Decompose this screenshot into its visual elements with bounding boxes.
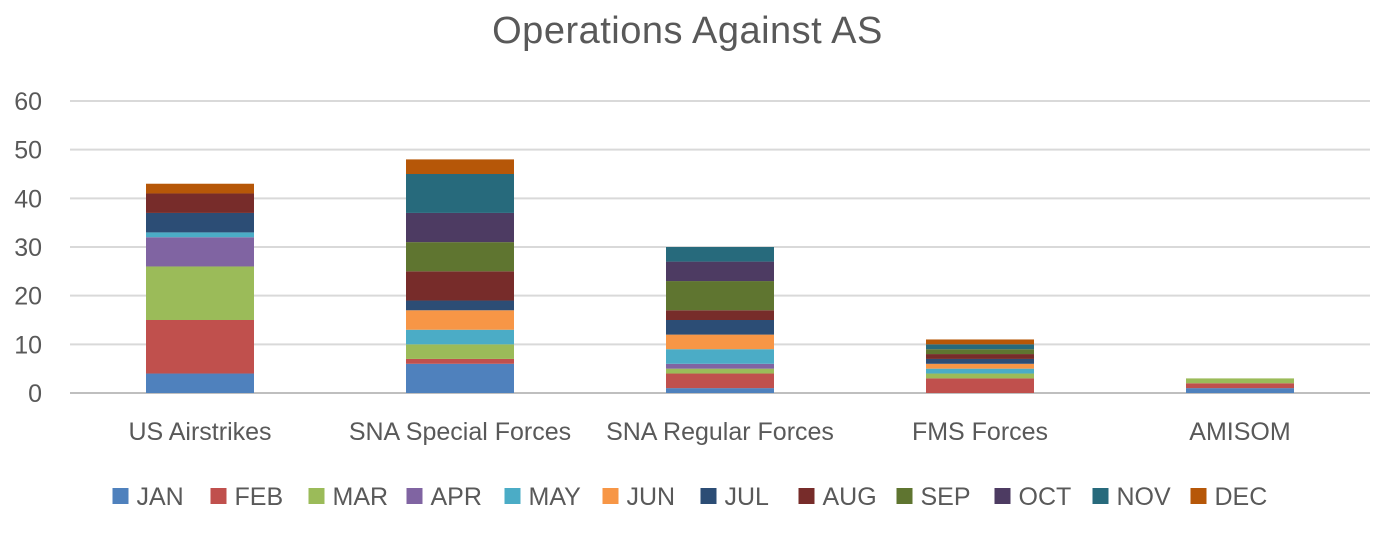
bar-segment — [666, 373, 774, 389]
legend-swatch — [1092, 488, 1109, 504]
bar-segment — [406, 242, 514, 272]
bar-segment — [926, 358, 1034, 364]
legend-label: APR — [431, 483, 482, 511]
bar-segment — [666, 247, 774, 262]
legend-swatch — [896, 488, 913, 504]
legend-label: MAY — [529, 483, 582, 511]
x-tick-label: SNA Special Forces — [349, 418, 571, 446]
legend-swatch — [406, 488, 423, 504]
bar-segment — [666, 320, 774, 335]
bar-segment — [1186, 378, 1294, 384]
legend-label: MAR — [333, 483, 389, 511]
bars — [146, 159, 1294, 393]
bar-segment — [666, 388, 774, 393]
bar-segment — [666, 334, 774, 350]
bar-segment — [406, 344, 514, 359]
bar-segment — [406, 358, 514, 364]
bar-segment — [926, 349, 1034, 355]
legend-label: DEC — [1215, 483, 1268, 511]
bar-segment — [666, 363, 774, 369]
legend-swatch — [1190, 488, 1207, 504]
bar-segment — [926, 354, 1034, 359]
bar-segment — [926, 344, 1034, 350]
bar-segment — [1186, 383, 1294, 389]
bar-segment — [926, 378, 1034, 393]
bar-segment — [926, 339, 1034, 345]
legend-swatch — [308, 488, 325, 504]
bar-segment — [406, 174, 514, 213]
x-tick-label: SNA Regular Forces — [606, 418, 834, 446]
bar-segment — [146, 193, 254, 213]
y-tick-label: 50 — [14, 137, 42, 165]
bar-segment — [666, 281, 774, 311]
x-tick-label: US Airstrikes — [128, 418, 271, 446]
legend-label: FEB — [235, 483, 284, 511]
bar-segment — [926, 373, 1034, 379]
legend-swatch — [700, 488, 717, 504]
legend-label: JUN — [627, 483, 676, 511]
bar-segment — [666, 261, 774, 282]
y-tick-label: 0 — [28, 380, 42, 408]
legend-swatch — [504, 488, 521, 504]
bar-segment — [146, 212, 254, 233]
bar-segment — [146, 266, 254, 320]
y-tick-label: 30 — [14, 234, 42, 262]
bar-segment — [146, 373, 254, 393]
legend-swatch — [112, 488, 129, 504]
bar-segment — [146, 183, 254, 194]
bar-segment — [666, 310, 774, 320]
legend-swatch — [798, 488, 815, 504]
legend-label: OCT — [1019, 483, 1072, 511]
bar-segment — [1186, 388, 1294, 393]
x-tick-label: FMS Forces — [912, 418, 1048, 446]
bar-segment — [406, 159, 514, 174]
y-tick-label: 60 — [14, 88, 42, 116]
legend-label: JAN — [137, 483, 184, 511]
legend-swatch — [602, 488, 619, 504]
bar-segment — [146, 320, 254, 374]
legend: JAN FEB MAR APR MAY JUN JUL AUG SEP OCT NOV DEC — [112, 483, 1268, 511]
x-tick-label: AMISOM — [1189, 418, 1290, 446]
bar-segment — [146, 237, 254, 267]
legend-label: JUL — [725, 483, 770, 511]
bar-segment — [406, 310, 514, 330]
y-tick-label: 20 — [14, 283, 42, 311]
legend-label: NOV — [1117, 483, 1172, 511]
bar-segment — [146, 232, 254, 238]
bar-segment — [666, 368, 774, 374]
bar-segment — [926, 368, 1034, 374]
bar-segment — [406, 300, 514, 311]
chart-title: Operations Against AS — [492, 10, 883, 52]
bar-segment — [406, 271, 514, 301]
y-tick-label: 10 — [14, 331, 42, 359]
y-tick-label: 40 — [14, 185, 42, 213]
bar-segment — [406, 363, 514, 393]
legend-swatch — [994, 488, 1011, 504]
legend-label: AUG — [823, 483, 877, 511]
bar-segment — [406, 329, 514, 345]
bar-segment — [666, 349, 774, 364]
legend-label: SEP — [921, 483, 971, 511]
legend-swatch — [210, 488, 227, 504]
bar-segment — [406, 212, 514, 243]
bar-segment — [926, 363, 1034, 369]
